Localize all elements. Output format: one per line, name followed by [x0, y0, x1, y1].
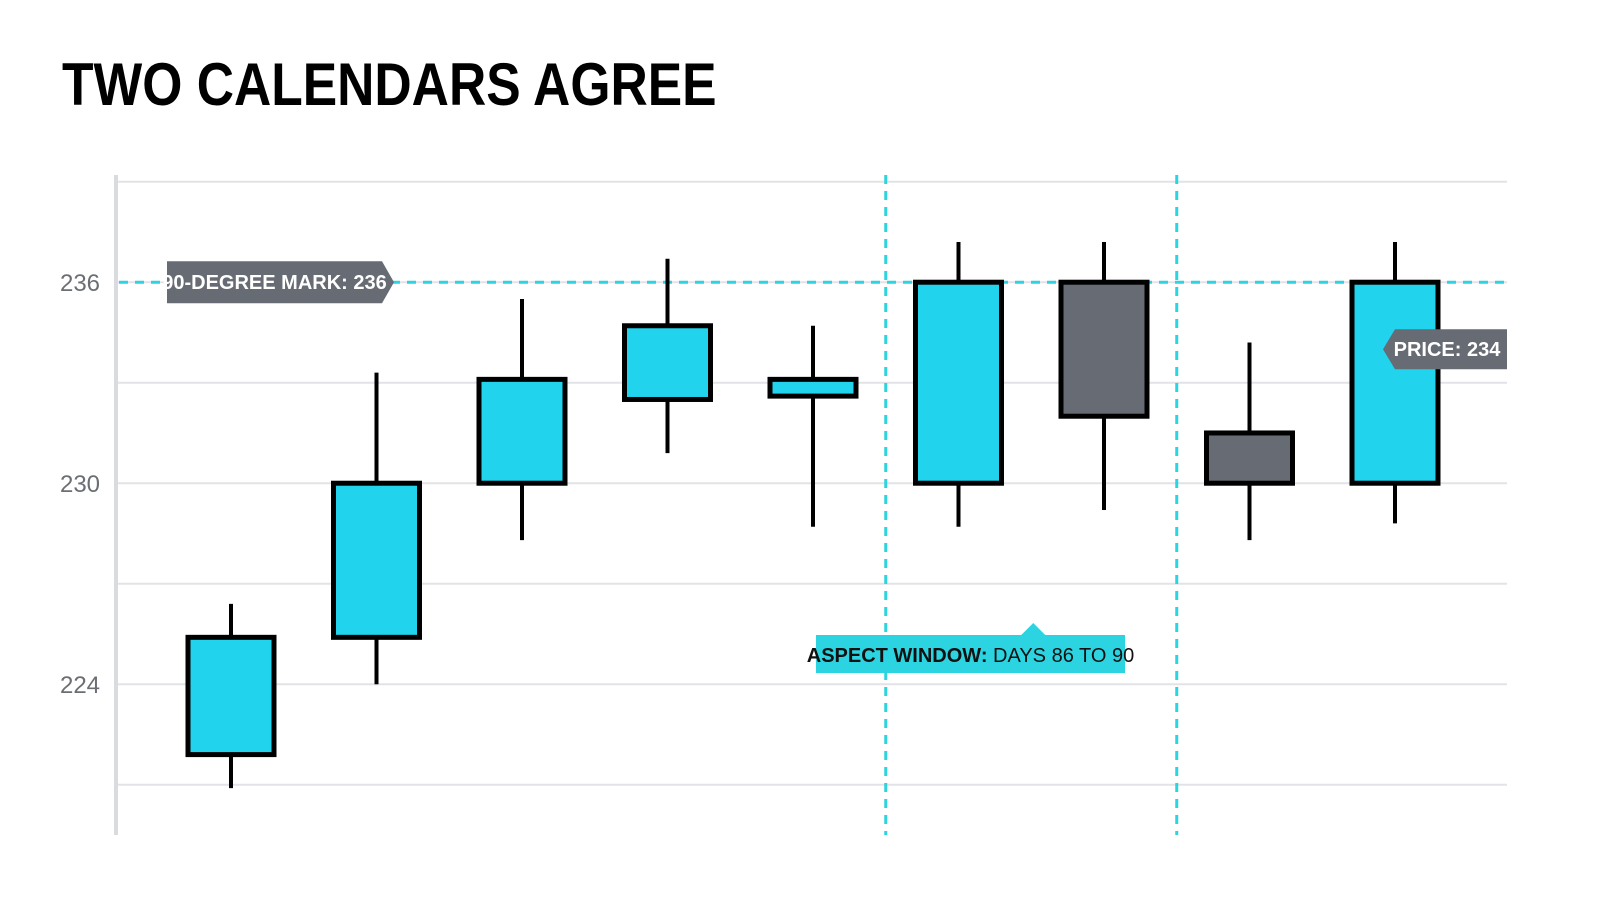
candle: [331, 372, 422, 685]
candle-body-up: [331, 480, 422, 640]
price-tag-text: PRICE: 234: [1394, 339, 1502, 361]
aspect-window-background: [816, 623, 1125, 673]
aspect-window-label-bold: ASPECT WINDOW:: [807, 645, 993, 667]
price-tag-background: [1383, 329, 1507, 370]
candle-body-up: [913, 279, 1004, 486]
label-background: [167, 261, 394, 304]
y-tick-label: 236: [60, 270, 100, 297]
candle-body-up: [767, 376, 859, 399]
price-tag: PRICE: 234: [1383, 329, 1507, 370]
ninety-degree-mark-label: 90-DEGREE MARK: 236: [162, 261, 394, 304]
aspect-window-label: ASPECT WINDOW: DAYS 86 TO 90: [807, 623, 1135, 673]
aspect-window-label-rest: DAYS 86 TO 90: [993, 645, 1134, 667]
candle: [622, 258, 713, 454]
y-tick-label: 224: [60, 672, 100, 699]
y-tick-label: 230: [60, 471, 100, 498]
candle-body-up: [1349, 279, 1441, 486]
chart-title: TWO CALENDARS AGREE: [62, 51, 717, 118]
candle: [1349, 242, 1441, 524]
candle: [1204, 342, 1295, 541]
candle: [476, 298, 568, 541]
candle-body-up: [476, 376, 568, 486]
axis-layer: 224 230 236: [60, 175, 118, 835]
candle-body-down: [1204, 430, 1295, 486]
candle-body-down: [1058, 279, 1150, 419]
candle: [1058, 242, 1150, 511]
annotation-layer: 90-DEGREE MARK: 236 PRICE: 234 ASPECT WIND…: [162, 261, 1507, 673]
candle-body-up: [622, 323, 713, 402]
candle: [913, 242, 1004, 527]
candle: [185, 603, 277, 789]
candle: [767, 325, 859, 527]
aspect-window-text: ASPECT WINDOW: DAYS 86 TO 90: [807, 645, 1135, 667]
candle-layer: [185, 242, 1441, 789]
ninety-degree-mark-text: 90-DEGREE MARK: 236: [162, 272, 387, 294]
candle-body-up: [185, 634, 277, 758]
